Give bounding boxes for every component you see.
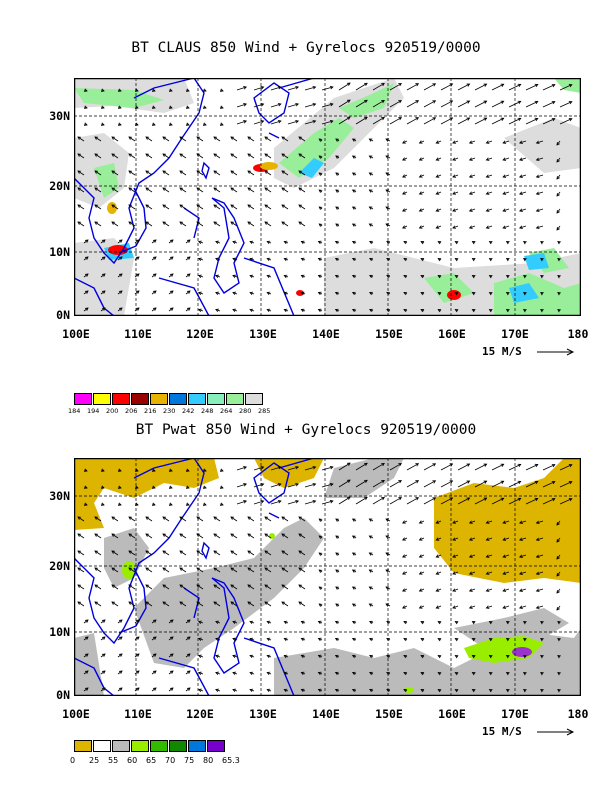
panel1-lon-label: 180 — [567, 327, 589, 341]
panel2-lon-label: 130E — [249, 707, 277, 721]
legend-label: 264 — [220, 407, 233, 415]
panel2-lon-label: 110E — [124, 707, 152, 721]
legend-swatch — [169, 393, 187, 405]
legend-swatch — [188, 393, 206, 405]
panel1-lon-label: 130E — [249, 327, 277, 341]
legend-swatch — [169, 740, 187, 752]
panel1-scale-label: 15 M/S — [482, 345, 522, 358]
legend-label: 25 — [89, 756, 100, 765]
panel2-lon-label: 180 — [567, 707, 589, 721]
panel1-lon-label: 150E — [375, 327, 403, 341]
legend-label: 280 — [239, 407, 252, 415]
legend-label: 60 — [127, 756, 138, 765]
legend-label: 65.3 — [222, 756, 240, 765]
panel2-lon-label: 120E — [186, 707, 214, 721]
pwat-purple-shading — [512, 647, 532, 657]
panel2-lat-label: 20N — [49, 559, 70, 573]
panel1-lon-label: 110E — [124, 327, 152, 341]
panel1-legend-labels: 184 194 200 206 216 230 242 248 264 280 285 — [68, 407, 277, 415]
gridlines — [74, 458, 581, 696]
legend-label: 194 — [87, 407, 100, 415]
wind-vectors — [77, 82, 573, 313]
legend-label: 65 — [146, 756, 157, 765]
panel1-title: BT CLAUS 850 Wind + Gyrelocs 920519/0000 — [131, 40, 481, 56]
legend-label: 242 — [182, 407, 195, 415]
panel1-lon-label: 120E — [186, 327, 214, 341]
panel2-lon-label: 140E — [312, 707, 340, 721]
panel1-lon-label: 140E — [312, 327, 340, 341]
legend-label: 0 — [70, 756, 76, 765]
panel2-legend — [74, 740, 226, 752]
legend-swatch — [74, 740, 92, 752]
legend-swatch — [93, 740, 111, 752]
panel2-scale-label: 15 M/S — [482, 725, 522, 738]
cloud-cold-shading — [74, 78, 581, 316]
gridlines — [74, 78, 581, 316]
legend-label: 206 — [125, 407, 138, 415]
panel1-lat-label: 20N — [49, 179, 70, 193]
panel1-lat-label: 0N — [56, 308, 70, 322]
coastlines — [74, 78, 315, 316]
legend-swatch — [112, 393, 130, 405]
legend-swatch — [188, 740, 206, 752]
legend-label: 248 — [201, 407, 214, 415]
panel2-lat-label: 0N — [56, 688, 70, 702]
legend-label: 230 — [163, 407, 176, 415]
panel1-map — [74, 78, 581, 316]
panel1-lon-label: 100E — [62, 327, 90, 341]
legend-swatch — [207, 393, 225, 405]
legend-swatch — [150, 740, 168, 752]
panel2-lat-label: 30N — [49, 489, 70, 503]
panel1-legend — [74, 393, 264, 405]
legend-swatch — [226, 393, 244, 405]
panel1-lat-label: 30N — [49, 109, 70, 123]
panel1-lon-label: 170E — [501, 327, 529, 341]
legend-swatch — [245, 393, 263, 405]
panel2-title: BT Pwat 850 Wind + Gyrelocs 920519/0000 — [135, 422, 477, 438]
legend-swatch — [150, 393, 168, 405]
panel2-lat-label: 10N — [49, 625, 70, 639]
panel2-lon-label: 160E — [438, 707, 466, 721]
legend-label: 200 — [106, 407, 119, 415]
legend-label: 55 — [108, 756, 119, 765]
legend-swatch — [131, 393, 149, 405]
panel2-lon-label: 100E — [62, 707, 90, 721]
panel1-lat-label: 10N — [49, 245, 70, 259]
panel1-lon-label: 160E — [438, 327, 466, 341]
legend-label: 285 — [258, 407, 271, 415]
legend-label: 216 — [144, 407, 157, 415]
legend-swatch — [131, 740, 149, 752]
legend-label: 80 — [203, 756, 214, 765]
panel2-lon-label: 150E — [375, 707, 403, 721]
legend-label: 75 — [184, 756, 195, 765]
panel2-map — [74, 458, 581, 696]
legend-swatch — [74, 393, 92, 405]
wind-vectors — [77, 462, 573, 693]
legend-swatch — [93, 393, 111, 405]
legend-label: 70 — [165, 756, 176, 765]
legend-label: 184 — [68, 407, 81, 415]
panel2-legend-labels: 0 25 55 60 65 70 75 80 65.3 — [70, 756, 241, 765]
panel2-scale-arrow — [537, 728, 575, 736]
panel2-lon-label: 170E — [501, 707, 529, 721]
coastlines — [74, 458, 315, 696]
panel1-scale-arrow — [537, 348, 575, 356]
legend-swatch — [112, 740, 130, 752]
legend-swatch — [207, 740, 225, 752]
